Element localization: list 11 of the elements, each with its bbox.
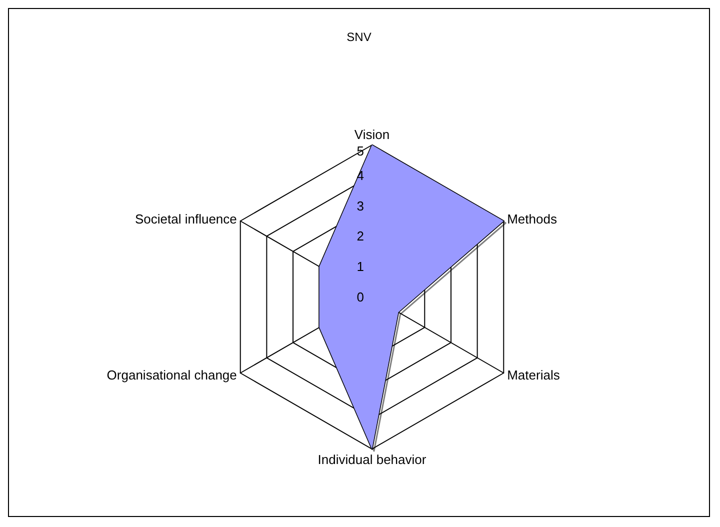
spoke-label: Methods: [507, 212, 558, 226]
y-tick-label: 2: [356, 228, 364, 244]
y-tick-label: 0: [356, 290, 364, 304]
spoke-label: Individual behavior: [318, 452, 427, 467]
y-tick-label: 1: [356, 259, 364, 274]
y-tick-label: 3: [356, 198, 364, 214]
chart-title: SNV: [346, 30, 372, 44]
spoke-label: Vision: [354, 127, 390, 142]
spoke-label: Organisational change: [106, 368, 237, 382]
spoke-label: Societal influence: [134, 212, 237, 226]
spoke-label: Materials: [507, 368, 560, 382]
